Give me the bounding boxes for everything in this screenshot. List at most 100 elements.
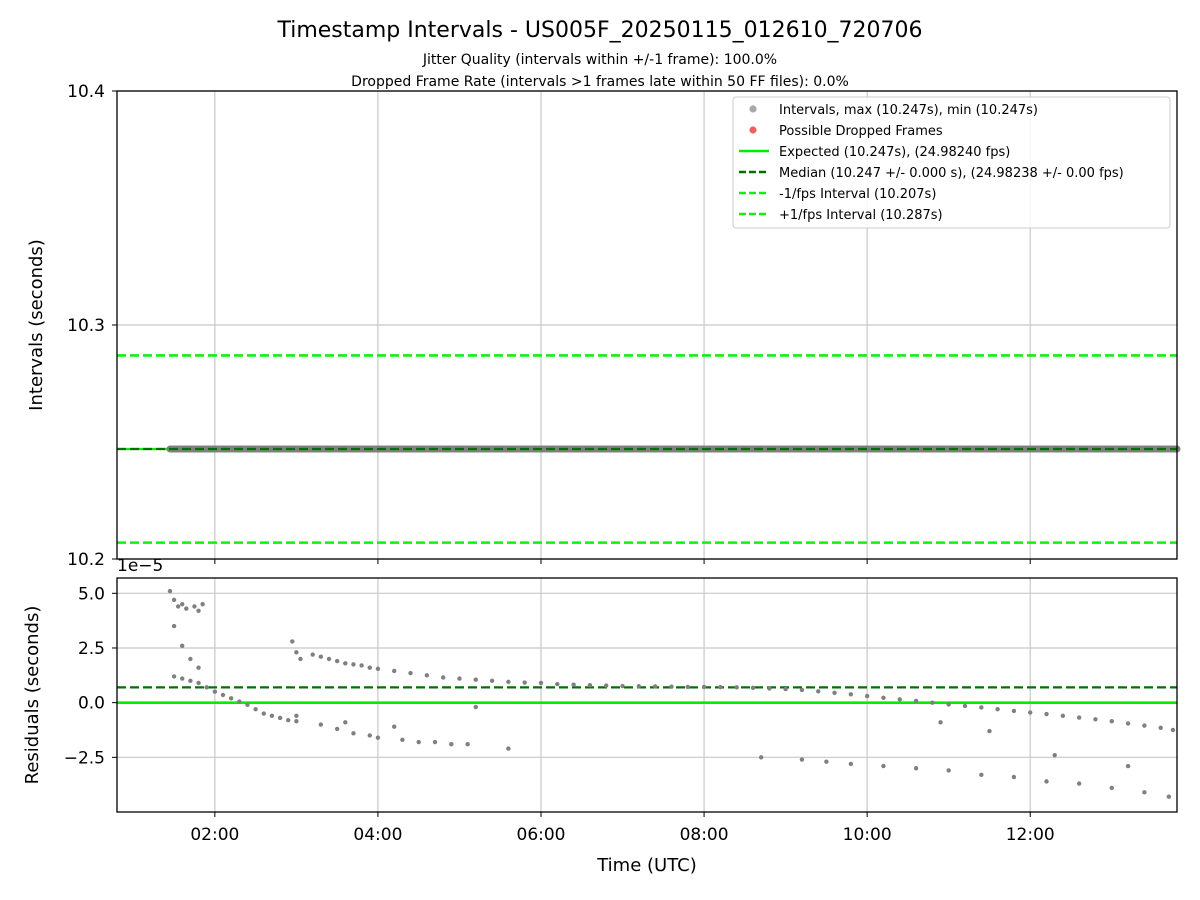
residual-point xyxy=(913,698,919,704)
x-tick-label: 10:00 xyxy=(843,825,892,845)
legend-entry: Possible Dropped Frames xyxy=(749,124,943,139)
residual-series-main xyxy=(171,652,1176,733)
residual-point xyxy=(962,703,968,709)
residual-point xyxy=(1142,790,1147,795)
residual-point xyxy=(685,684,690,690)
residual-point xyxy=(184,606,189,611)
x-tick-label: 12:00 xyxy=(1006,825,1055,845)
residual-point xyxy=(440,675,446,680)
residual-point xyxy=(1011,708,1017,714)
residual-point xyxy=(188,656,193,662)
residual-point xyxy=(253,707,258,712)
residual-point xyxy=(1109,785,1114,791)
x-axis-label: Time (UTC) xyxy=(596,855,697,876)
residual-point xyxy=(555,681,560,687)
x-tick-label: 02:00 xyxy=(190,825,239,845)
residual-point xyxy=(294,719,299,724)
residual-point xyxy=(987,728,992,734)
x-tick-label: 08:00 xyxy=(680,825,729,845)
residual-point xyxy=(1109,719,1114,724)
residual-point xyxy=(318,722,324,727)
residual-point xyxy=(294,713,299,718)
legend-label: -1/fps Interval (10.207s) xyxy=(779,187,936,202)
residual-point xyxy=(310,652,315,657)
residual-point xyxy=(167,588,173,594)
residual-point xyxy=(489,678,495,683)
residual-point xyxy=(816,689,821,694)
residual-point xyxy=(1125,763,1131,769)
residual-point xyxy=(424,673,430,678)
legend-label: Intervals, max (10.247s), min (10.247s) xyxy=(779,103,1038,118)
residual-point xyxy=(351,662,356,667)
residual-point xyxy=(286,717,291,723)
residual-point xyxy=(783,686,788,692)
residual-point xyxy=(1076,781,1082,786)
residual-point xyxy=(652,684,658,689)
axes-frame xyxy=(116,90,1178,560)
residual-point xyxy=(636,684,642,689)
residual-point xyxy=(848,761,854,767)
residual-point xyxy=(799,687,805,693)
residual-point xyxy=(881,763,886,769)
residual-point xyxy=(506,746,511,751)
residual-point xyxy=(930,700,935,705)
residual-point xyxy=(400,737,405,743)
residual-point xyxy=(392,668,397,674)
y-tick-label: 10.4 xyxy=(67,82,105,102)
residual-point xyxy=(237,699,242,704)
residual-point xyxy=(175,604,181,609)
residual-point xyxy=(204,685,209,690)
y-tick-label: 10.2 xyxy=(67,550,105,570)
residual-point xyxy=(604,683,609,688)
residual-point xyxy=(392,724,397,729)
residual-point xyxy=(1060,713,1066,718)
y-axis-label: Residuals (seconds) xyxy=(22,606,43,785)
residual-point xyxy=(1052,752,1057,758)
y-tick-label: 0.0 xyxy=(78,694,105,714)
residual-point xyxy=(767,686,772,691)
residual-point xyxy=(351,731,356,736)
residual-point xyxy=(375,666,381,671)
residual-point xyxy=(180,602,185,607)
chart-title: Timestamp Intervals - US005F_20250115_01… xyxy=(276,18,922,43)
residual-point xyxy=(538,680,544,686)
residual-point xyxy=(1125,721,1131,726)
residual-point xyxy=(432,739,438,745)
intervals-panel: 10.2 10.3 10.4 Intervals, max (10.247s), mi… xyxy=(26,82,1181,570)
residual-point xyxy=(343,720,348,725)
axes-frame xyxy=(116,577,1178,813)
residual-point xyxy=(192,604,197,609)
residual-point xyxy=(979,705,984,710)
residual-point xyxy=(701,684,707,690)
legend-label: Expected (10.247s), (24.98240 fps) xyxy=(779,145,1010,160)
residual-point xyxy=(1011,774,1017,780)
residual-point xyxy=(188,678,193,683)
residual-point xyxy=(1166,794,1172,799)
residual-point xyxy=(473,677,478,682)
residual-point xyxy=(367,733,372,738)
residual-point xyxy=(294,650,299,655)
residual-point xyxy=(334,658,340,664)
residuals-panel: −2.5 0.0 2.5 5.0 02:00 04:00 06:00 08:00 10:00 12… xyxy=(22,556,1178,876)
jitter-quality-subtitle: Jitter Quality (intervals within +/-1 fr… xyxy=(422,52,777,68)
residual-point xyxy=(1044,779,1049,784)
residual-point xyxy=(200,602,205,607)
residual-point xyxy=(620,683,625,689)
legend-box xyxy=(732,96,1171,229)
residual-point xyxy=(326,656,332,662)
y-tick-label: 10.3 xyxy=(67,316,105,336)
residual-point xyxy=(212,689,218,694)
legend-label: Median (10.247 +/- 0.000 s), (24.98238 +… xyxy=(779,166,1124,181)
residual-point xyxy=(196,665,201,670)
residual-point xyxy=(343,661,348,666)
residual-point xyxy=(465,742,470,747)
residual-point xyxy=(506,679,511,685)
x-tick-label: 06:00 xyxy=(517,825,566,845)
residual-point xyxy=(367,665,372,670)
residual-point xyxy=(334,726,340,732)
legend-entry: Median (10.247 +/- 0.000 s), (24.98238 +… xyxy=(739,166,1124,181)
residual-point xyxy=(180,643,185,648)
x-tick-label: 04:00 xyxy=(353,825,402,845)
y-offset-label: 1e−5 xyxy=(117,556,163,576)
